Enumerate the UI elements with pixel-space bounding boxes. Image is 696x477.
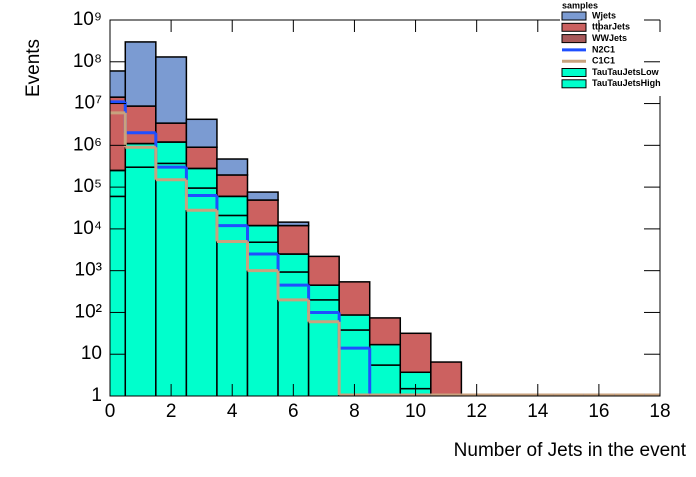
bar-segment: [400, 333, 431, 372]
y-tick-label: 1: [91, 385, 102, 406]
bar-segment: [248, 200, 279, 225]
bar-segment: [370, 365, 401, 398]
y-axis-title: Events: [23, 39, 44, 97]
bar-segment: [370, 318, 401, 345]
bar-segment: [186, 119, 217, 147]
legend-label: ttbarJets: [592, 22, 630, 32]
bar-segment: [278, 222, 309, 225]
legend-swatch: [562, 12, 586, 20]
legend-label: TauTauJetsHigh: [592, 78, 661, 88]
bar-segment: [217, 196, 248, 215]
y-tick-label: 10⁵: [73, 176, 102, 197]
x-tick-label: 16: [588, 401, 609, 422]
bar-segment: [156, 142, 187, 163]
x-tick-label: 18: [649, 401, 670, 422]
legend-swatch: [562, 35, 586, 43]
bar-segment: [156, 163, 187, 398]
bar-segment: [278, 254, 309, 272]
bar-segment: [186, 168, 217, 188]
y-tick-label: 10⁹: [73, 9, 102, 30]
bar-segment: [309, 300, 340, 398]
x-tick-label: 4: [227, 401, 238, 422]
bar-segment: [339, 282, 370, 315]
bar-segment: [370, 345, 401, 365]
bar-segment: [431, 362, 462, 398]
y-tick-label: 10⁸: [73, 51, 102, 72]
y-tick-label: 10²: [75, 301, 102, 322]
bar-segment: [309, 256, 340, 285]
y-tick-label: 10⁴: [73, 218, 102, 239]
legend-title: samples: [562, 0, 598, 10]
legend-label: N2C1: [592, 44, 615, 54]
x-tick-label: 8: [349, 401, 360, 422]
legend-swatch: [562, 23, 586, 31]
bar-segment: [125, 42, 156, 106]
bar-segment: [156, 123, 187, 142]
x-tick-label: 2: [166, 401, 177, 422]
y-tick-label: 10⁷: [74, 93, 102, 114]
x-tick-label: 14: [527, 401, 549, 422]
bar-segment: [278, 226, 309, 254]
legend-swatch: [562, 80, 586, 88]
bar-segment: [339, 315, 370, 330]
bar-segment: [186, 188, 217, 398]
y-tick-label: 10³: [75, 260, 102, 281]
legend-label: WWJets: [592, 33, 627, 43]
bar-segment: [125, 106, 156, 143]
legend-label: C1C1: [592, 56, 615, 66]
bar-segment: [217, 175, 248, 196]
x-tick-label: 12: [466, 401, 487, 422]
bar-segment: [248, 242, 279, 398]
x-tick-label: 10: [405, 401, 426, 422]
x-tick-label: 6: [288, 401, 299, 422]
bar-segment: [248, 226, 279, 243]
y-tick-label: 10: [81, 343, 102, 364]
x-tick-label: 0: [105, 401, 116, 422]
bar-segment: [309, 285, 340, 300]
bar-segment: [248, 192, 279, 200]
bar-segment: [125, 167, 156, 398]
bar-segment: [278, 272, 309, 398]
bar-segment: [217, 159, 248, 175]
legend-swatch: [562, 69, 586, 77]
bar-segment: [156, 57, 187, 123]
bar-segment: [186, 147, 217, 168]
x-axis-title: Number of Jets in the event: [454, 440, 687, 461]
y-tick-label: 10⁶: [73, 134, 102, 155]
legend-label: TauTauJetsLow: [592, 67, 660, 77]
legend-label: Wjets: [592, 10, 616, 20]
